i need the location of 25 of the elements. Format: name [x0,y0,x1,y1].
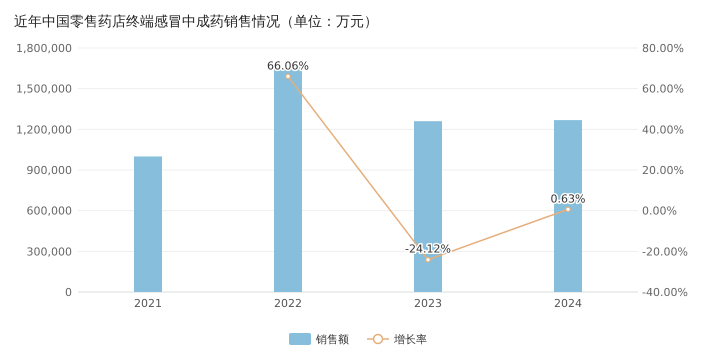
x-tick-label: 2024 [554,297,582,310]
legend-label: 增长率 [393,333,427,346]
y2-tick-label: 40.00% [642,123,684,136]
point [565,206,571,212]
y2-tick-label: -20.00% [642,245,688,258]
x-tick-label: 2021 [134,297,162,310]
point [285,74,291,80]
y2-tick-label: 60.00% [642,82,684,96]
y-tick-label: 900,000 [26,164,72,177]
y-tick-label: 600,000 [26,204,72,218]
y-tick-label: 300,000 [26,245,72,258]
y-tick-label: 1,500,000 [16,82,72,96]
x-tick-label: 2022 [274,297,302,310]
bar [134,156,162,292]
x-tick-label: 2023 [414,297,442,310]
y2-tick-label: -40.00% [642,286,688,299]
legend-label: 销售额 [315,333,349,346]
y2-tick-label: 80.00% [642,42,684,55]
y-tick-label: 1,200,000 [16,123,72,136]
chart-title: 近年中国零售药店终端感冒中成药销售情况（单位：万元） [14,14,378,30]
y2-tick-label: 0.00% [642,204,677,218]
y-tick-label: 0 [65,286,72,299]
y-tick-label: 1,800,000 [16,42,72,55]
y2-tick-label: 20.00% [642,164,684,177]
point [425,256,431,263]
